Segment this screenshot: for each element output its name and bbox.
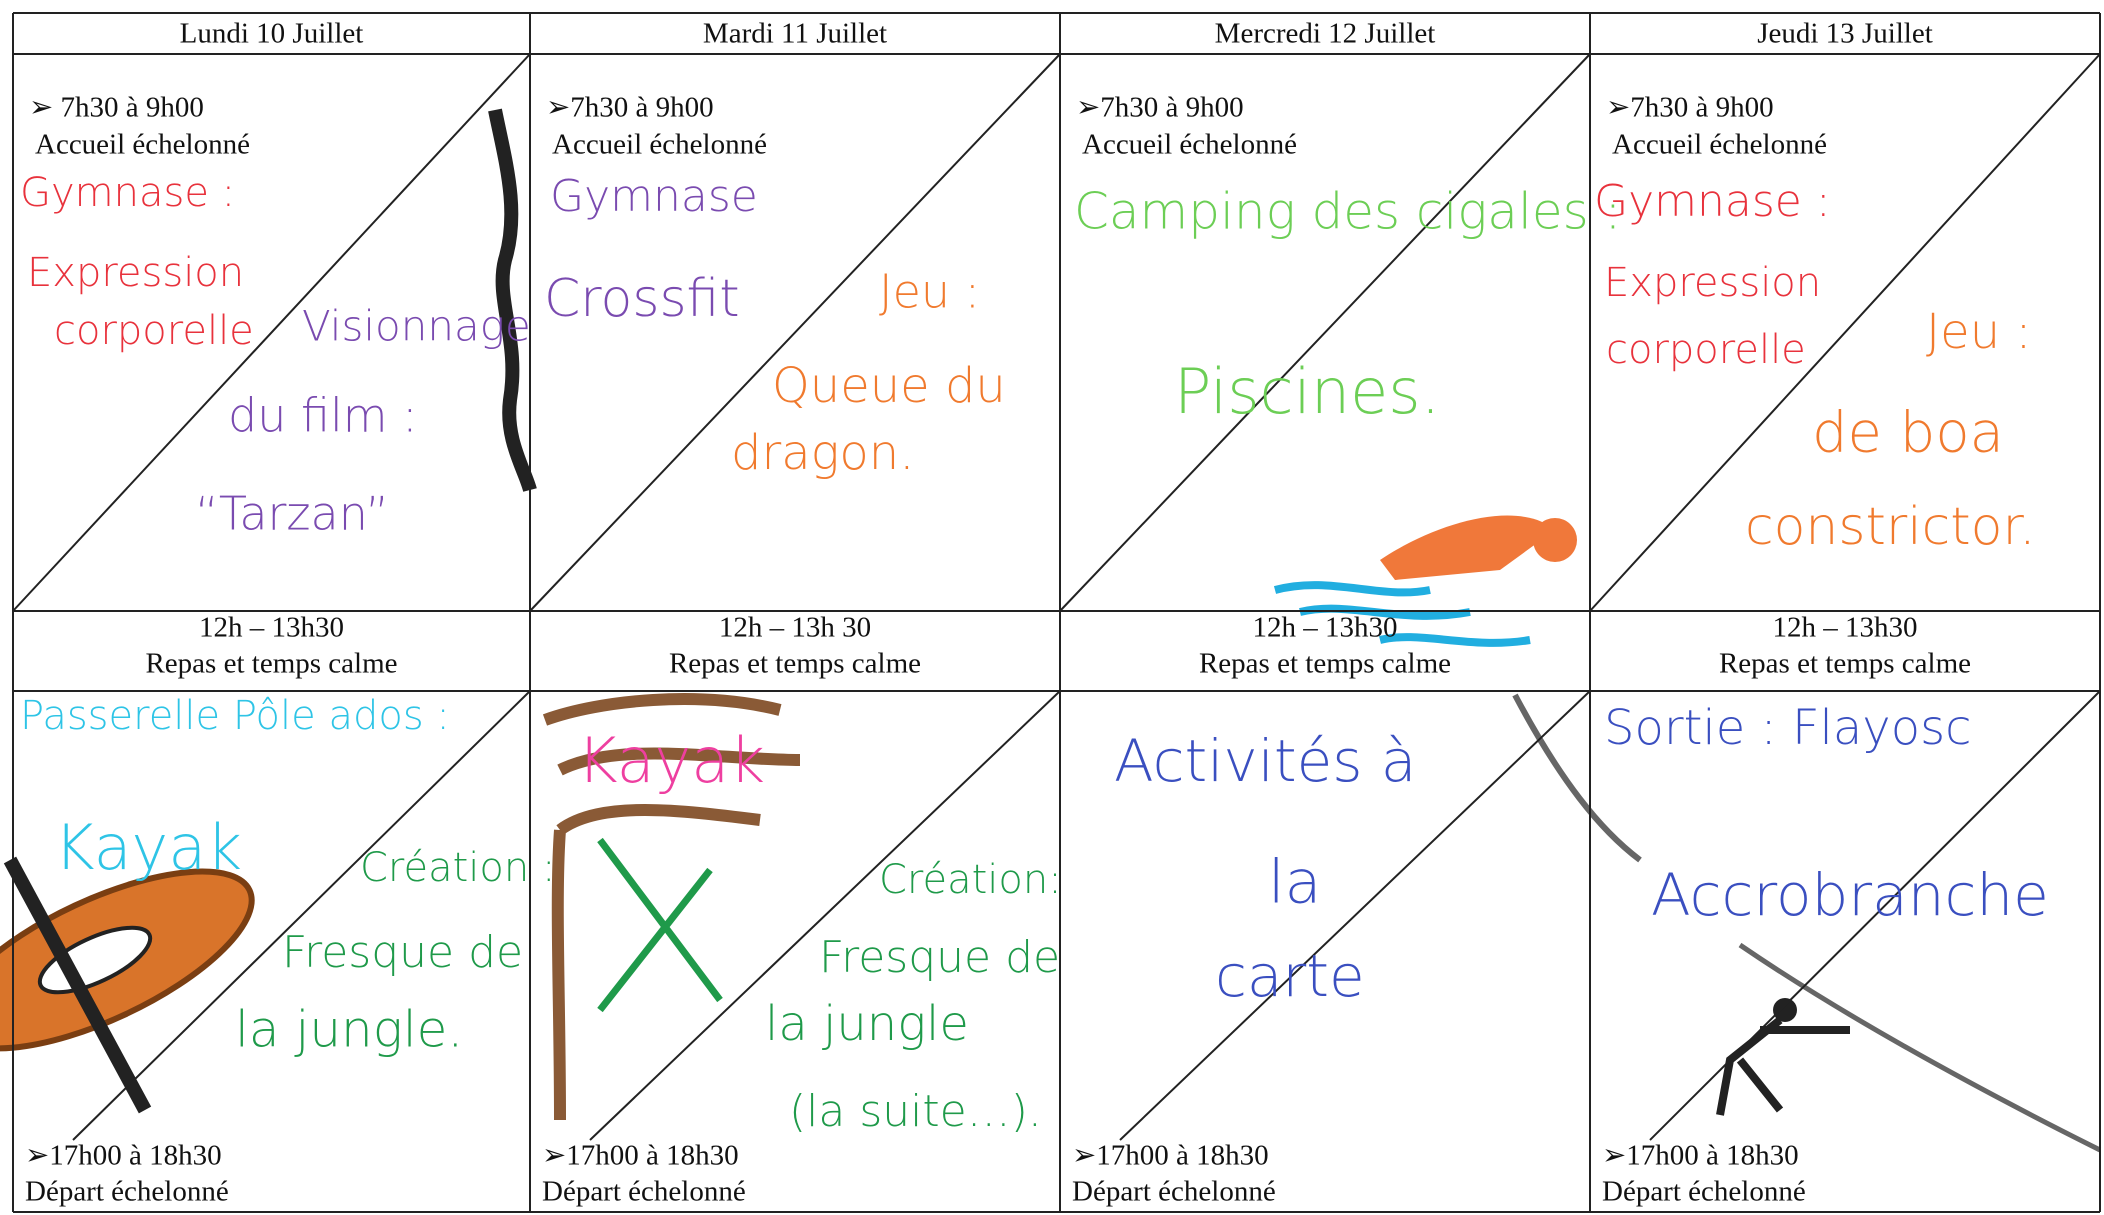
departure-time: ➢17h00 à 18h30 (1072, 1140, 1269, 1172)
handwritten-note: Gymnase (550, 171, 758, 222)
diagonal (1649, 690, 2101, 1141)
handwritten-note: Fresque de (819, 932, 1060, 983)
diagonal (12, 53, 531, 612)
handwritten-note: Sortie : Flayosc (1604, 700, 1971, 756)
handwritten-note: la jungle. (235, 1001, 463, 1059)
handwritten-note: Activités à (1114, 727, 1416, 795)
handwritten-note: Passerelle Pôle ados : (20, 693, 450, 739)
departure-time: ➢17h00 à 18h30 (1602, 1140, 1799, 1172)
arrival-label: Accueil échelonné (35, 129, 250, 161)
diagonal (1589, 53, 2101, 612)
handwritten-note: la (1268, 848, 1321, 918)
lunch-time: 12h – 13h 30 (719, 612, 871, 644)
drawings (0, 108, 2102, 1153)
diagonal (589, 690, 1061, 1141)
diagonal (1119, 690, 1591, 1141)
arrival-time: ➢7h30 à 9h00 (1076, 92, 1244, 124)
diagonal (72, 690, 531, 1141)
day-header: Jeudi 13 Juillet (1757, 18, 1933, 50)
day-header: Lundi 10 Juillet (180, 18, 364, 50)
handwritten-note: Jeu : (1926, 304, 2032, 360)
diagonal (529, 53, 1061, 612)
arrival-label: Accueil échelonné (1082, 129, 1297, 161)
arrival-time: ➢7h30 à 9h00 (546, 92, 714, 124)
handwritten-note: Jeu : (879, 265, 980, 319)
handwritten-note: Piscines. (1174, 355, 1440, 428)
lunch-label: Repas et temps calme (145, 648, 397, 680)
handwritten-note: Kayak (54, 811, 242, 884)
handwritten-note: de boa (1812, 400, 2004, 465)
handwritten-note: dragon. (731, 425, 914, 481)
arrival-label: Accueil échelonné (552, 129, 767, 161)
departure-label: Départ échelonné (25, 1176, 229, 1208)
arrival-time: ➢7h30 à 9h00 (1606, 92, 1774, 124)
day-header: Mardi 11 Juillet (703, 18, 887, 50)
lunch-label: Repas et temps calme (669, 648, 921, 680)
arrival-label: Accueil échelonné (1612, 129, 1827, 161)
day-header: Mercredi 12 Juillet (1215, 18, 1436, 50)
handwritten-note: Queue du (772, 358, 1006, 414)
handwritten-note: Gymnase : (20, 170, 235, 216)
handwritten-note: Expression (27, 250, 244, 296)
departure-label: Départ échelonné (1072, 1176, 1276, 1208)
arrival-time: ➢ 7h30 à 9h00 (29, 92, 204, 124)
lunch-label: Repas et temps calme (1199, 648, 1451, 680)
handwritten-note: Gymnase : (1594, 176, 1831, 227)
handwritten-note: Création : (360, 845, 555, 891)
handwritten-note: Création: (879, 857, 1062, 903)
lunch-time: 12h – 13h30 (1773, 612, 1918, 644)
departure-time: ➢17h00 à 18h30 (542, 1140, 739, 1172)
handwritten-note: corporelle (54, 308, 254, 354)
handwritten-note: “Tarzan” (195, 487, 389, 541)
handwritten-note: Expression (1604, 260, 1821, 306)
departure-time: ➢17h00 à 18h30 (25, 1140, 222, 1172)
handwritten-note: Fresque de (282, 927, 523, 978)
lunch-time: 12h – 13h30 (1253, 612, 1398, 644)
handwritten-note: du film : (228, 389, 418, 443)
handwritten-note: (la suite…). (789, 1086, 1042, 1137)
handwritten-note: Crossfit (544, 269, 740, 329)
departure-label: Départ échelonné (1602, 1176, 1806, 1208)
lunch-label: Repas et temps calme (1719, 648, 1971, 680)
diagonal (1059, 53, 1591, 612)
handwritten-note: Camping des cigales : (1074, 183, 1621, 241)
lunch-time: 12h – 13h30 (199, 612, 344, 644)
handwritten-note: Visionnage (302, 302, 531, 351)
handwritten-note: carte (1215, 942, 1365, 1010)
handwritten-note: Kayak (577, 724, 765, 797)
handwritten-note: la jungle (765, 996, 969, 1052)
handwritten-note: constrictor. (1745, 497, 2036, 557)
departure-label: Départ échelonné (542, 1176, 746, 1208)
handwritten-note: Accrobranche (1651, 861, 2049, 929)
handwritten-note: corporelle (1606, 327, 1806, 373)
